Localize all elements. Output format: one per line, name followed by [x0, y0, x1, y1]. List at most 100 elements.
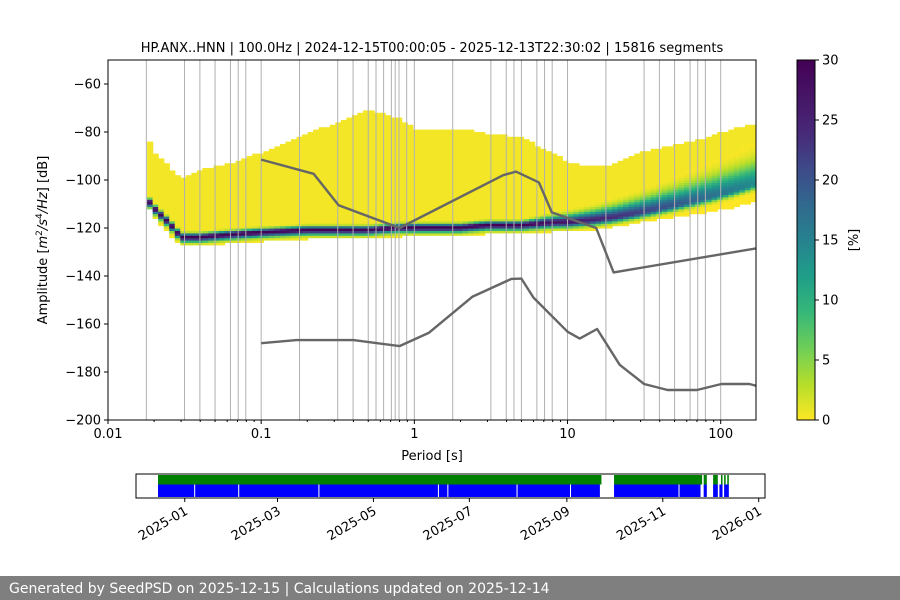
heatmap-cell: [523, 230, 530, 234]
heatmap-cell: [202, 218, 209, 222]
heatmap-cell: [606, 165, 613, 169]
heatmap-cell: [534, 163, 541, 167]
heatmap-cell: [169, 225, 176, 229]
heatmap-cell: [263, 199, 270, 203]
heatmap-cell: [429, 182, 436, 186]
heatmap-cell: [523, 146, 530, 150]
heatmap-cell: [479, 230, 486, 234]
heatmap-cell: [268, 206, 276, 210]
heatmap-cell: [230, 189, 237, 193]
heatmap-cell: [645, 187, 652, 191]
heatmap-cell: [523, 180, 530, 183]
heatmap-cell: [556, 182, 563, 186]
heatmap-cell: [346, 180, 353, 183]
heatmap-cell: [451, 223, 458, 227]
heatmap-cell: [374, 199, 381, 203]
availability-bar-bottom: [614, 484, 701, 497]
heatmap-cell: [219, 228, 226, 231]
heatmap-cell: [434, 232, 442, 236]
heatmap-cell: [252, 189, 259, 193]
heatmap-cell: [351, 180, 359, 183]
heatmap-cell: [495, 230, 502, 234]
heatmap-cell: [313, 141, 320, 145]
heatmap-cell: [468, 153, 475, 157]
heatmap-cell: [340, 220, 347, 224]
heatmap-cell: [362, 122, 370, 126]
heatmap-cell: [169, 170, 176, 174]
heatmap-cell: [291, 201, 298, 205]
heatmap-cell: [335, 172, 342, 176]
heatmap-cell: [357, 156, 364, 159]
heatmap-cell: [423, 170, 431, 174]
heatmap-cell: [451, 156, 458, 159]
heatmap-cell: [540, 199, 547, 203]
heatmap-cell: [307, 163, 314, 167]
heatmap-cell: [634, 175, 641, 179]
heatmap-cell: [739, 163, 746, 167]
heatmap-cell: [661, 148, 669, 152]
heatmap-cell: [185, 182, 192, 186]
heatmap-cell: [163, 216, 170, 219]
heatmap-cell: [457, 139, 464, 143]
heatmap-cell: [562, 223, 569, 227]
heatmap-cell: [440, 129, 447, 133]
heatmap-cell: [340, 213, 347, 217]
heatmap-cell: [589, 208, 597, 212]
heatmap-cell: [534, 201, 541, 205]
heatmap-cell: [318, 192, 325, 195]
heatmap-cell: [672, 182, 680, 186]
heatmap-cell: [744, 127, 752, 131]
heatmap-cell: [479, 146, 486, 150]
heatmap-cell: [335, 158, 342, 162]
y-tick-label: −200: [65, 414, 101, 429]
heatmap-cell: [551, 201, 558, 205]
heatmap-cell: [700, 194, 707, 198]
heatmap-cell: [468, 182, 475, 186]
heatmap-cell: [623, 158, 630, 162]
heatmap-cell: [191, 175, 198, 179]
heatmap-cell: [595, 201, 602, 205]
heatmap-cell: [313, 196, 320, 200]
heatmap-cell: [462, 129, 469, 133]
heatmap-cell: [158, 196, 165, 200]
heatmap-cell: [279, 168, 287, 171]
heatmap-cell: [324, 199, 331, 203]
heatmap-cell: [689, 189, 696, 193]
heatmap-cell: [379, 192, 386, 195]
heatmap-cell: [589, 201, 597, 205]
heatmap-cell: [158, 204, 165, 207]
heatmap-cell: [623, 218, 630, 222]
heatmap-cell: [418, 232, 425, 236]
heatmap-cell: [529, 199, 536, 203]
heatmap-cell: [357, 120, 364, 123]
heatmap-cell: [235, 160, 242, 164]
heatmap-cell: [368, 228, 375, 231]
heatmap-cell: [340, 194, 347, 198]
heatmap-cell: [484, 180, 491, 183]
heatmap-cell: [540, 148, 547, 152]
heatmap-cell: [623, 196, 630, 200]
heatmap-cell: [672, 146, 680, 150]
heatmap-cell: [329, 134, 336, 138]
heatmap-cell: [268, 208, 276, 212]
heatmap-cell: [374, 211, 381, 215]
heatmap-cell: [224, 232, 231, 236]
heatmap-cell: [385, 232, 392, 236]
heatmap-cell: [368, 194, 375, 198]
heatmap-cell: [174, 240, 181, 243]
heatmap-cell: [213, 208, 220, 212]
heatmap-cell: [739, 187, 746, 191]
heatmap-cell: [551, 156, 558, 159]
heatmap-cell: [750, 170, 756, 174]
heatmap-cell: [329, 146, 336, 150]
heatmap-cell: [551, 213, 558, 217]
heatmap-cell: [584, 228, 591, 231]
heatmap-cell: [318, 223, 325, 227]
heatmap-cell: [612, 211, 619, 215]
heatmap-cell: [412, 156, 419, 159]
heatmap-cell: [374, 158, 381, 162]
heatmap-cell: [357, 180, 364, 183]
heatmap-cell: [711, 204, 718, 207]
heatmap-cell: [324, 165, 331, 169]
heatmap-cell: [224, 187, 231, 191]
